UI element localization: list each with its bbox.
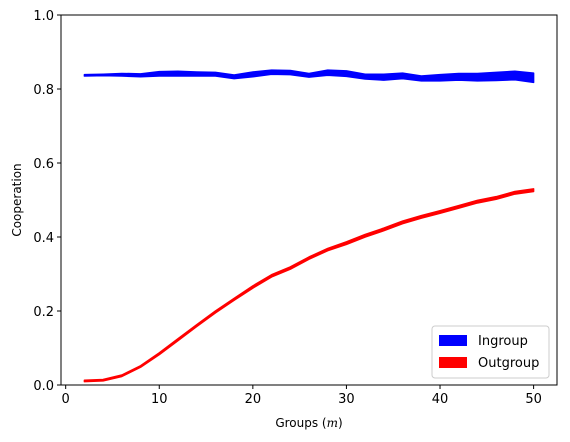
y-tick-label: 0.6	[33, 157, 54, 172]
legend-swatch-ingroup	[439, 335, 467, 346]
x-tick-label: 50	[525, 392, 542, 407]
legend-label-outgroup: Outgroup	[478, 356, 539, 371]
y-tick-label: 0.0	[33, 379, 54, 394]
series-layer	[83, 69, 535, 383]
plot-frame	[60, 14, 558, 386]
legend-swatch-outgroup	[439, 357, 467, 368]
x-tick-label: 10	[151, 392, 168, 407]
x-ticks: 0 10 20 30 40 50	[62, 385, 542, 407]
y-ticks: 0.0 0.2 0.4 0.6 0.8 1.0	[33, 9, 61, 394]
legend: Ingroup Outgroup	[431, 325, 550, 379]
y-tick-label: 0.4	[33, 231, 54, 246]
x-tick-label: 40	[432, 392, 449, 407]
y-tick-label: 1.0	[33, 9, 54, 24]
y-axis-label: Cooperation	[10, 163, 24, 236]
legend-label-ingroup: Ingroup	[478, 334, 528, 349]
y-tick-label: 0.8	[33, 83, 54, 98]
x-axis-label: Groups (m)	[275, 416, 342, 430]
series-band-outgroup	[83, 188, 535, 383]
x-tick-label: 0	[62, 392, 70, 407]
x-tick-label: 30	[338, 392, 355, 407]
y-tick-label: 0.2	[33, 305, 54, 320]
x-tick-label: 20	[245, 392, 262, 407]
series-band-ingroup	[83, 69, 535, 84]
